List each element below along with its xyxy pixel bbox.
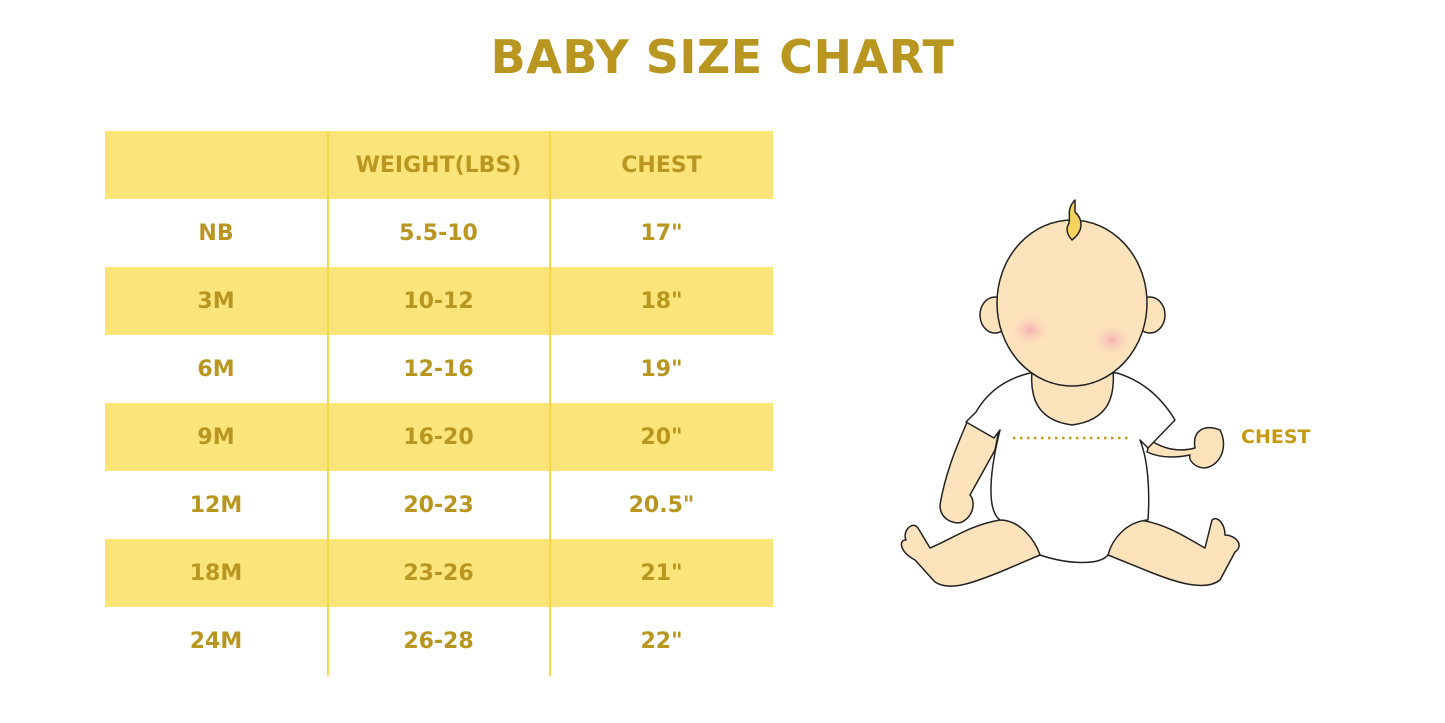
chest-cell: 20": [640, 424, 683, 450]
right-arm: [1146, 427, 1225, 469]
right-cheek: [1090, 322, 1134, 358]
left-cheek: [1008, 312, 1052, 348]
table-row: 24M 26-28 22": [105, 607, 773, 675]
weight-cell: 5.5-10: [399, 220, 478, 246]
weight-cell: 26-28: [403, 628, 474, 654]
head: [996, 219, 1148, 387]
shirt: [965, 372, 1176, 564]
size-cell: NB: [198, 220, 234, 246]
left-leg: [900, 519, 1041, 587]
chest-cell: 21": [640, 560, 683, 586]
size-cell: 18M: [189, 560, 243, 586]
weight-cell: 16-20: [403, 424, 474, 450]
size-table: WEIGHT(LBS) CHEST NB 5.5-10 17" 3M 10-12…: [105, 131, 773, 675]
weight-cell: 23-26: [403, 560, 474, 586]
header-weight: WEIGHT(LBS): [355, 152, 522, 178]
chest-label: CHEST: [1241, 426, 1311, 448]
table-row: 9M 16-20 20": [105, 403, 773, 471]
table-header-row: WEIGHT(LBS) CHEST: [105, 131, 773, 199]
size-cell: 6M: [197, 356, 235, 382]
size-cell: 24M: [189, 628, 243, 654]
chest-cell: 22": [640, 628, 683, 654]
left-arm: [939, 419, 1001, 524]
header-chest: CHEST: [621, 152, 702, 178]
right-leg: [1107, 518, 1240, 587]
table-row: 12M 20-23 20.5": [105, 471, 773, 539]
column-divider: [549, 131, 551, 676]
chest-cell: 18": [640, 288, 683, 314]
size-cell: 3M: [197, 288, 235, 314]
table-row: 6M 12-16 19": [105, 335, 773, 403]
size-cell: 12M: [189, 492, 243, 518]
table-row: NB 5.5-10 17": [105, 199, 773, 267]
column-divider: [327, 131, 329, 676]
table-row: 3M 10-12 18": [105, 267, 773, 335]
weight-cell: 12-16: [403, 356, 474, 382]
chest-cell: 19": [640, 356, 683, 382]
chest-cell: 20.5": [628, 492, 695, 518]
chest-cell: 17": [640, 220, 683, 246]
size-cell: 9M: [197, 424, 235, 450]
hair-curl: [1066, 199, 1082, 241]
table-row: 18M 23-26 21": [105, 539, 773, 607]
page-title: BABY SIZE CHART: [490, 30, 955, 84]
weight-cell: 10-12: [403, 288, 474, 314]
weight-cell: 20-23: [403, 492, 474, 518]
